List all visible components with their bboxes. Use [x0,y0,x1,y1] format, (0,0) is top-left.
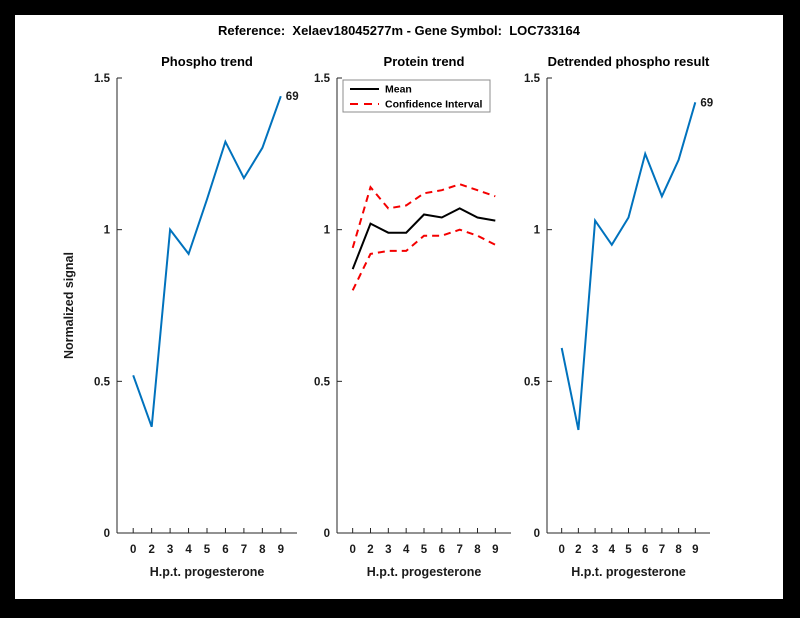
endpoint-annotation: 69 [286,91,299,103]
figure-title: Reference: Xelaev18045277m - Gene Symbol… [217,23,581,38]
subplot-title: Detrended phospho result [548,54,710,69]
legend-box [342,79,491,113]
x-tick-label: 3 [592,544,598,556]
x-tick-label: 4 [609,544,616,556]
x-tick-label: 0 [558,544,564,556]
x-tick-label: 2 [148,544,154,556]
plots-canvas: 00.511.50 2 3 4 5 6 7 8 9H.p.t. progesteroneNorm… [62,54,713,579]
x-tick-label: 8 [675,544,682,556]
subplot-3: 00.511.50 2 3 4 5 6 7 8 9H.p.t. progesteroneDetr… [524,54,713,579]
series-line-3 [351,228,496,291]
x-tick-label: 0 [349,544,355,556]
y-axis-label: Normalized signal [62,252,76,359]
x-tick-label: 9 [278,544,284,556]
subplot-title: Protein trend [384,54,465,69]
x-tick-label: 2 [575,544,581,556]
y-tick-label: 0 [534,528,540,540]
x-tick-label: 6 [222,544,228,556]
x-tick-label: 5 [421,544,428,556]
subplot-1: 00.511.50 2 3 4 5 6 7 8 9H.p.t. progesteroneNorm… [62,54,299,579]
series-line-1 [351,207,496,270]
x-tick-label: 4 [403,544,410,556]
x-tick-label: 8 [259,544,266,556]
subplot-2: 00.511.50 2 3 4 5 6 7 8 9H.p.t. progesteroneProt… [314,54,511,579]
x-axis-label: H.p.t. progesterone [571,565,686,579]
series-line-2 [351,183,496,249]
y-tick-label: 1 [104,225,111,237]
x-tick-label: 9 [692,544,698,556]
x-tick-label: 8 [474,544,481,556]
series-line-1 [560,102,697,431]
y-tick-label: 1 [324,225,331,237]
y-tick-label: 0 [104,528,110,540]
y-tick-label: 1.5 [314,73,331,85]
x-axis-label: H.p.t. progesterone [150,565,265,579]
x-tick-label: 6 [439,544,445,556]
x-tick-label: 3 [385,544,391,556]
y-tick-label: 0.5 [524,376,541,388]
x-tick-label: 5 [625,544,632,556]
y-tick-label: 0.5 [314,376,331,388]
x-axis-label: H.p.t. progesterone [367,565,482,579]
x-tick-label: 4 [185,544,192,556]
series-line-1 [132,95,282,428]
x-tick-label: 7 [659,544,665,556]
endpoint-annotation: 69 [700,97,713,109]
legend-entry-label: Confidence Interval [385,99,483,111]
x-tick-label: 7 [241,544,247,556]
y-tick-label: 0.5 [94,376,111,388]
y-tick-label: 1 [534,225,541,237]
x-tick-label: 3 [167,544,173,556]
y-tick-label: 1.5 [524,73,541,85]
x-tick-label: 6 [642,544,648,556]
y-tick-label: 1.5 [94,73,111,85]
legend: Mean Confidence Interval [342,79,491,113]
matlab-figure: Reference: Xelaev18045277m - Gene Symbol… [15,15,783,599]
legend-entry-label: Mean [385,84,412,96]
y-tick-label: 0 [324,528,330,540]
x-tick-label: 2 [367,544,373,556]
x-tick-label: 9 [492,544,498,556]
x-tick-label: 5 [204,544,211,556]
x-tick-label: 0 [130,544,136,556]
x-tick-label: 7 [456,544,462,556]
subplot-title: Phospho trend [161,54,253,69]
